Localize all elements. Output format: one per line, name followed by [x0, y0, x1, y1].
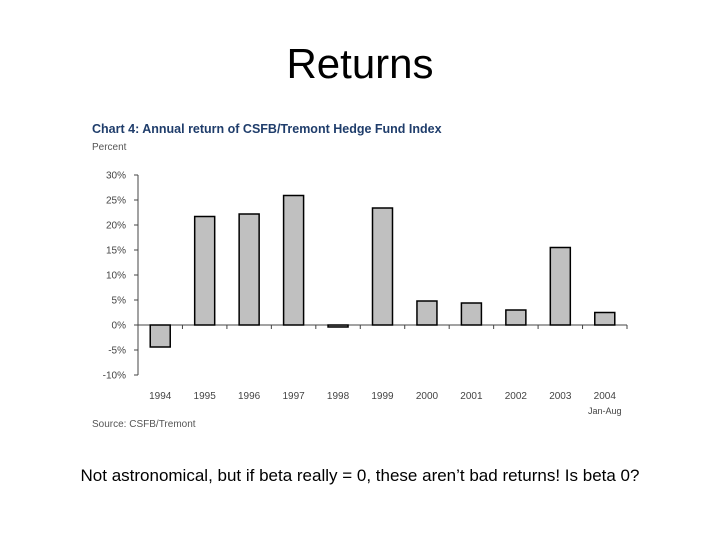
y-tick-group: -10% -5% 0% 5% 10% 15% 20% 25% 30% [103, 171, 138, 382]
y-tick-label: 10% [106, 271, 126, 282]
y-tick-label: 15% [106, 246, 126, 257]
x-tick-label: 1995 [194, 391, 217, 402]
bar-group [149, 194, 616, 348]
y-tick-label: -10% [103, 371, 126, 382]
x-tick-label: 1994 [149, 391, 172, 402]
slide-title: Returns [286, 40, 434, 87]
y-tick-label: 25% [106, 196, 126, 207]
chart-unit-label: Percent [92, 142, 127, 153]
y-tick-label: -5% [108, 346, 126, 357]
x-tick-group [137, 325, 628, 329]
chart-source: Source: CSFB/Tremont [92, 419, 196, 428]
x-label-group: 1994 1995 1996 1997 1998 1999 2000 2001 2002 2003… [149, 391, 621, 416]
bar-1996 [238, 213, 260, 326]
x-tick-sublabel: Jan-Aug [588, 406, 622, 416]
bar-2001 [460, 302, 483, 326]
y-tick-label: 5% [112, 296, 127, 307]
x-tick-label: 2004 [594, 391, 617, 402]
slide-caption: Not astronomical, but if beta really = 0… [80, 466, 640, 485]
x-tick-label: 2001 [460, 391, 483, 402]
bar-1994 [149, 324, 171, 348]
x-tick-label: 2002 [505, 391, 528, 402]
x-tick-label: 1999 [371, 391, 394, 402]
bar-1995 [193, 215, 216, 326]
x-tick-label: 1997 [282, 391, 305, 402]
x-tick-label: 2000 [416, 391, 439, 402]
bar-1997 [282, 194, 305, 326]
x-tick-label: 1996 [238, 391, 261, 402]
bar-2003 [549, 246, 572, 326]
bar-2002 [505, 309, 527, 326]
bar-1998 [327, 324, 349, 328]
y-tick-label: 0% [112, 321, 127, 332]
x-tick-label: 2003 [549, 391, 572, 402]
bar-2004 [594, 311, 616, 326]
bar-2000 [416, 300, 438, 326]
y-tick-label: 20% [106, 221, 126, 232]
x-tick-label: 1998 [327, 391, 350, 402]
bar-1999 [371, 207, 394, 326]
y-tick-label: 30% [106, 171, 126, 182]
chart-title: Chart 4: Annual return of CSFB/Tremont H… [92, 122, 442, 136]
